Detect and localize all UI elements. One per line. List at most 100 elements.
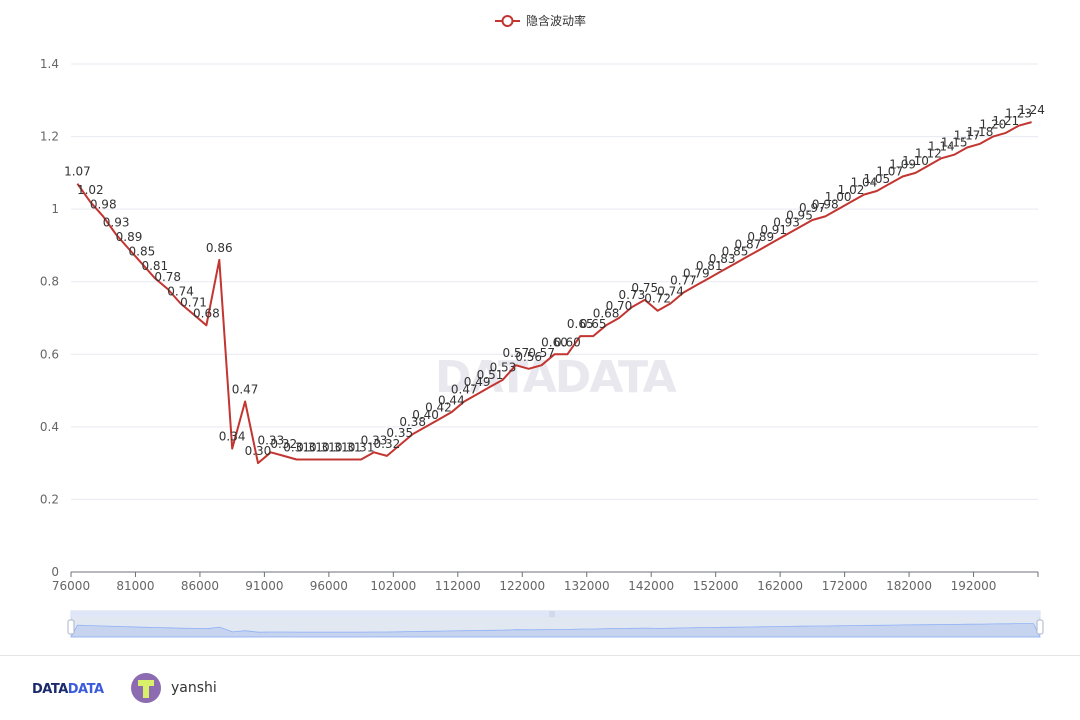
legend[interactable]: 隐含波动率	[495, 13, 586, 28]
zoom-grip-icon: |||	[549, 611, 555, 618]
data-label: 1.02	[838, 183, 865, 197]
data-label: 1.09	[889, 157, 916, 171]
x-tick-label: 152000	[693, 579, 739, 593]
data-label: 0.81	[696, 259, 723, 273]
data-label: 0.33	[257, 433, 284, 447]
x-tick-label: 76000	[52, 579, 90, 593]
data-label: 0.98	[90, 197, 117, 211]
data-label: 0.83	[709, 252, 736, 266]
x-tick-label: 122000	[499, 579, 545, 593]
x-tick-label: 112000	[435, 579, 481, 593]
data-label: 0.93	[773, 216, 800, 230]
series-layer	[76, 121, 1032, 465]
data-label: 0.42	[425, 401, 452, 415]
data-label: 0.53	[490, 361, 517, 375]
grid-lines	[71, 63, 1038, 500]
data-label: 0.72	[644, 292, 671, 306]
data-label: 0.57	[502, 346, 529, 360]
x-tick-label: 132000	[564, 579, 610, 593]
data-label: 0.56	[515, 350, 542, 364]
data-label: 0.75	[631, 281, 658, 295]
data-label: 0.31	[322, 441, 349, 455]
data-labels: 1.071.020.980.930.890.850.810.780.740.71…	[64, 103, 1045, 458]
zoom-handle-left[interactable]	[67, 619, 75, 635]
data-label: 1.07	[64, 165, 91, 179]
data-label: 0.74	[167, 284, 194, 298]
data-label: 0.91	[760, 223, 787, 237]
legend-marker-icon	[501, 15, 514, 27]
x-tick-label: 81000	[116, 579, 154, 593]
data-label: 0.49	[464, 375, 491, 389]
data-label: 0.70	[606, 299, 633, 313]
y-tick-label: 0	[51, 565, 59, 579]
data-label: 0.79	[683, 266, 710, 280]
avatar[interactable]	[131, 673, 161, 703]
x-tick-label: 86000	[181, 579, 219, 593]
data-label: 0.68	[193, 306, 220, 320]
data-label: 0.31	[283, 441, 310, 455]
y-tick-label: 0.2	[40, 492, 59, 506]
data-label: 0.65	[567, 317, 594, 331]
y-tick-label: 1	[51, 202, 59, 216]
data-label: 0.31	[335, 441, 362, 455]
data-label: 1.07	[876, 165, 903, 179]
data-label: 0.89	[116, 230, 143, 244]
data-label: 0.77	[670, 274, 697, 288]
data-label: 0.74	[657, 284, 684, 298]
data-label: 1.15	[941, 136, 968, 150]
data-label: 1.18	[967, 125, 994, 139]
data-label: 0.33	[361, 433, 388, 447]
footer: DATADATA yanshi	[0, 655, 1080, 720]
data-label: 0.47	[451, 382, 478, 396]
data-label: 1.20	[980, 118, 1007, 132]
y-tick-label: 1.2	[40, 130, 59, 144]
brand-logo[interactable]: DATADATA	[32, 682, 104, 697]
brand-text-main: DATA	[32, 682, 68, 697]
data-label: 0.85	[129, 245, 156, 259]
data-label: 1.10	[902, 154, 929, 168]
x-tick-label: 102000	[370, 579, 416, 593]
data-label: 1.23	[1005, 107, 1032, 121]
data-label: 0.44	[438, 393, 465, 407]
zoom-top-bar	[71, 611, 1040, 617]
series-line	[76, 121, 1032, 465]
data-label: 0.34	[219, 430, 246, 444]
y-tick-label: 1.4	[40, 57, 59, 71]
x-tick-label: 172000	[822, 579, 868, 593]
data-label: 0.35	[386, 426, 413, 440]
data-label: 0.87	[735, 237, 762, 251]
x-tick-label: 162000	[757, 579, 803, 593]
data-label: 0.40	[412, 408, 439, 422]
legend-label: 隐含波动率	[526, 13, 586, 28]
data-label: 0.73	[619, 288, 646, 302]
data-label: 1.05	[863, 172, 890, 186]
data-label: 1.00	[825, 190, 852, 204]
data-label: 0.85	[722, 245, 749, 259]
data-label: 0.32	[270, 437, 297, 451]
chart-area: DATADATA 0 0.2 0.4 0.6 0.8 1 1.2 1.4 76000 81000 8…	[40, 13, 1045, 638]
data-label: 0.86	[206, 241, 233, 255]
data-label: 0.78	[154, 270, 181, 284]
username[interactable]: yanshi	[171, 680, 217, 696]
data-label: 1.17	[954, 128, 981, 142]
zoom-handle-right[interactable]	[1036, 619, 1044, 635]
data-zoom-slider[interactable]: |||	[67, 610, 1044, 638]
data-label: 0.68	[593, 306, 620, 320]
x-tick-label: 182000	[886, 579, 932, 593]
data-label: 0.31	[309, 441, 336, 455]
data-label: 0.93	[103, 216, 130, 230]
x-tick-label: 192000	[951, 579, 997, 593]
data-label: 0.32	[374, 437, 401, 451]
data-label: 0.95	[786, 208, 813, 222]
data-label: 0.60	[541, 335, 568, 349]
x-tick-label: 142000	[628, 579, 674, 593]
zoom-preview-line	[70, 623, 1041, 638]
data-label: 0.31	[348, 441, 375, 455]
data-label: 0.65	[580, 317, 607, 331]
data-label: 0.98	[812, 197, 839, 211]
data-label: 0.97	[799, 201, 826, 215]
brand-text-accent: DATA	[67, 682, 104, 697]
data-label: 0.38	[399, 415, 426, 429]
